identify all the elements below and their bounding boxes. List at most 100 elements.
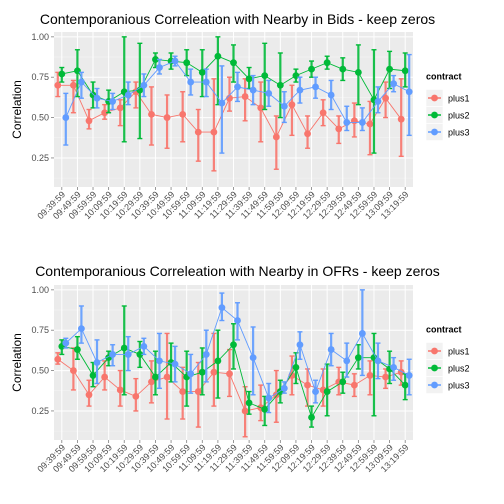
data-point [366, 372, 374, 379]
y-tick-label: 0.50 [31, 113, 49, 123]
data-point [257, 104, 265, 112]
data-point [116, 386, 124, 394]
data-point [350, 117, 358, 125]
legend-key-point [431, 128, 438, 136]
data-point [89, 372, 97, 379]
data-point [210, 128, 218, 136]
data-point [140, 81, 148, 89]
data-point [276, 81, 284, 89]
data-point [202, 78, 210, 86]
data-point [390, 363, 397, 371]
data-point [261, 405, 269, 413]
data-point [272, 133, 280, 141]
data-point [230, 59, 237, 67]
data-point [241, 407, 249, 415]
y-axis-label: Correlation [10, 80, 24, 139]
data-point [136, 351, 144, 358]
data-point [312, 83, 319, 91]
data-point [198, 68, 206, 76]
data-point [109, 351, 117, 358]
data-point [280, 384, 288, 392]
data-point [179, 110, 187, 118]
data-point [218, 304, 226, 312]
legend-key-point [431, 111, 438, 119]
data-point [323, 59, 331, 67]
data-point [288, 372, 296, 379]
legend: contract plus1 plus2 plus3 [425, 72, 470, 141]
series-plus3 [62, 289, 413, 414]
chart-title: Contemporanious Correleation with Nearby… [35, 263, 440, 279]
data-point [401, 381, 409, 389]
legend-label: plus3 [448, 381, 470, 391]
data-point [124, 91, 132, 99]
data-point [171, 360, 179, 368]
legend-label: plus1 [448, 94, 470, 104]
data-point [78, 325, 85, 332]
data-point [304, 130, 311, 138]
data-point [214, 357, 222, 365]
data-point [93, 94, 101, 102]
y-tick-label: 0.25 [31, 406, 49, 416]
legend-key-point [431, 94, 438, 102]
data-point [54, 355, 62, 363]
data-point [124, 351, 132, 358]
y-tick-label: 0.25 [31, 153, 49, 163]
data-point [350, 381, 358, 389]
data-point [85, 117, 93, 125]
data-point [354, 354, 362, 362]
data-point [327, 346, 335, 353]
data-point [245, 75, 253, 83]
data-point [148, 378, 155, 386]
data-point [152, 373, 159, 381]
data-point [366, 120, 374, 128]
data-point [280, 102, 288, 110]
data-point [74, 346, 81, 353]
data-point [54, 81, 62, 89]
y-tick-label: 1.00 [31, 285, 49, 295]
data-point [296, 341, 304, 349]
data-point [335, 125, 343, 133]
data-point [194, 388, 202, 395]
data-point [234, 83, 241, 91]
data-point [343, 357, 351, 365]
data-point [405, 372, 413, 379]
data-point [323, 388, 331, 395]
data-point [292, 363, 300, 371]
data-point [116, 104, 124, 112]
data-point [163, 373, 171, 381]
data-point [319, 109, 327, 117]
data-point [74, 67, 81, 75]
data-point [101, 373, 109, 381]
series-plus3 [62, 53, 413, 154]
ofrs-chart: Contemporanious Correleation with Nearby… [10, 263, 470, 474]
data-point [390, 80, 397, 88]
data-point [265, 89, 273, 97]
data-point [226, 370, 233, 378]
legend-label: plus3 [448, 128, 470, 138]
data-point [218, 99, 226, 107]
data-point [374, 98, 382, 105]
data-point [249, 86, 257, 94]
data-point [296, 86, 304, 94]
y-tick-label: 0.75 [31, 325, 49, 335]
data-point [156, 64, 163, 71]
data-point [171, 57, 179, 65]
data-point [132, 393, 140, 400]
data-point [210, 368, 218, 376]
data-point [120, 344, 128, 352]
data-point [358, 119, 366, 126]
data-point [70, 81, 77, 89]
data-point [382, 94, 389, 102]
data-point [241, 93, 249, 100]
data-point [183, 59, 191, 67]
data-point [358, 330, 366, 337]
legend-key-point [431, 364, 438, 372]
data-point [312, 388, 319, 395]
legend-label: plus1 [448, 347, 470, 357]
data-point [70, 367, 77, 374]
legend-title: contract [426, 72, 462, 82]
data-point [343, 119, 351, 126]
y-axis-label: Correlation [10, 333, 24, 392]
data-point [93, 359, 101, 366]
